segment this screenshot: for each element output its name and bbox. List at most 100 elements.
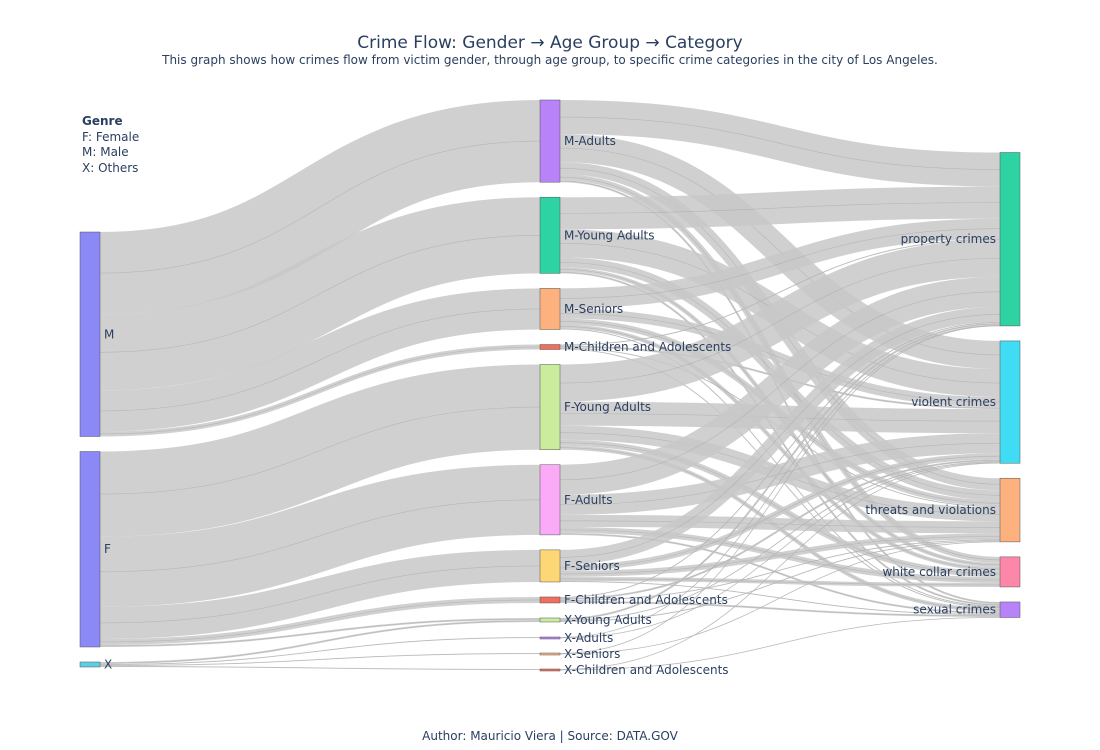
sankey-link-edge-44 [559,536,1001,575]
legend-item-male: M: Male [82,145,129,159]
sankey-node-label-f-young-adults: F-Young Adults [564,400,651,414]
sankey-link-24[interactable] [559,308,1001,408]
sankey-node-label-x: X [104,657,112,671]
sankey-link-48[interactable] [559,459,1001,600]
sankey-link-edge-50 [559,601,1001,617]
sankey-link-53[interactable] [559,540,1001,622]
sankey-link-13[interactable] [559,99,1001,187]
sankey-link-1[interactable] [99,197,541,391]
sankey-link-edge-38 [559,442,1001,506]
sankey-node-threats-and-violations[interactable] [999,477,1021,543]
sankey-link-6[interactable] [99,549,541,639]
chart-title: Crime Flow: Gender → Age Group → Categor… [357,33,743,53]
sankey-link-44[interactable] [559,533,1001,577]
sankey-node-white-collar-crimes[interactable] [999,556,1021,588]
sankey-link-edge-24 [559,313,1001,403]
sankey-link-50[interactable] [559,600,1001,617]
sankey-link-32[interactable] [559,239,1001,402]
sankey-link-38[interactable] [559,433,1001,515]
sankey-link-35[interactable] [559,439,1001,577]
sankey-node-x-seniors[interactable] [539,652,561,656]
sankey-node-m-children-and-adolescents[interactable] [539,344,561,350]
sankey-node-label-violent-crimes: violent crimes [911,395,996,409]
sankey-node-m-adults[interactable] [539,99,561,183]
sankey-link-9[interactable] [99,619,541,664]
sankey-node-m-seniors[interactable] [539,288,561,330]
sankey-node-f-seniors[interactable] [539,549,561,583]
sankey-link-42[interactable] [559,306,1001,565]
sankey-link-edge-3 [99,346,541,435]
sankey-node-x-children-and-adolescents[interactable] [539,668,561,672]
sankey-link-26[interactable] [559,324,1001,571]
sankey-link-edge-57 [559,541,1001,655]
sankey-link-52[interactable] [559,461,1001,621]
sankey-link-edge-52 [559,461,1001,621]
nodes-layer [79,99,1021,672]
sankey-link-47[interactable] [559,321,1001,598]
sankey-node-f-young-adults[interactable] [539,364,561,450]
sankey-link-5[interactable] [99,464,541,607]
sankey-link-58[interactable] [559,462,1001,670]
sankey-link-43[interactable] [559,453,1001,571]
sankey-node-label-m-seniors: M-Seniors [564,302,623,316]
sankey-link-59[interactable] [559,616,1001,671]
sankey-node-violent-crimes[interactable] [999,340,1021,464]
sankey-link-49[interactable] [559,539,1001,601]
sankey-node-label-x-adults: X-Adults [564,631,613,645]
sankey-node-x-young-adults[interactable] [539,617,561,623]
legend-item-female: F: Female [82,129,140,144]
sankey-link-57[interactable] [559,541,1001,655]
sankey-link-edge-13 [559,116,1001,170]
labels-layer: M F X M-Adults M-Young Adults M-Seniors M-Chil… [104,134,996,677]
sankey-link-edge-37 [559,291,1001,481]
sankey-link-54[interactable] [559,324,1001,638]
sankey-link-edge-53 [559,540,1001,622]
sankey-node-m[interactable] [79,231,101,437]
sankey-link-11[interactable] [99,652,541,666]
sankey-link-23[interactable] [559,218,1001,309]
sankey-link-edge-9 [99,620,541,664]
sankey-link-3[interactable] [99,344,541,437]
sankey-link-45[interactable] [559,576,1001,587]
sankey-link-7[interactable] [99,596,541,645]
sankey-link-12[interactable] [99,665,541,671]
sankey-link-edge-1 [99,234,541,353]
sankey-link-28[interactable] [559,238,1001,346]
sankey-node-f[interactable] [79,451,101,648]
sankey-link-edge-8 [99,618,541,647]
sankey-link-51[interactable] [559,322,1001,620]
sankey-node-label-f-children-and-adolescents: F-Children and Adolescents [564,593,728,607]
sankey-link-edge-6 [99,565,541,624]
sankey-link-10[interactable] [99,636,541,665]
sankey-link-33[interactable] [559,401,1001,434]
sankey-link-edge-0 [99,140,541,274]
sankey-link-edge-10 [99,637,541,665]
sankey-link-4[interactable] [99,364,541,537]
sankey-node-label-f-adults: F-Adults [564,493,612,507]
sankey-node-f-adults[interactable] [539,464,561,536]
sankey-node-x-adults[interactable] [539,636,561,640]
sankey-node-m-young-adults[interactable] [539,196,561,274]
sankey-link-edge-51 [559,323,1001,620]
sankey-link-18[interactable] [559,186,1001,230]
sankey-link-8[interactable] [99,617,541,647]
sankey-link-55[interactable] [559,462,1001,639]
sankey-link-0[interactable] [99,99,541,315]
sankey-link-edge-35 [559,442,1001,575]
sankey-node-x[interactable] [79,661,101,668]
sankey-node-sexual-crimes[interactable] [999,601,1021,618]
sankey-link-edge-49 [559,539,1001,601]
sankey-link-edge-59 [559,617,1001,671]
sankey-link-56[interactable] [559,325,1001,654]
sankey-link-edge-56 [559,325,1001,654]
sankey-link-37[interactable] [559,276,1001,495]
sankey-link-39[interactable] [559,514,1001,534]
sankey-node-label-x-seniors: X-Seniors [564,647,620,661]
sankey-link-2[interactable] [99,288,541,432]
sankey-node-f-children-and-adolescents[interactable] [539,596,561,604]
sankey-link-edge-28 [559,238,1001,346]
chart-footer: Author: Mauricio Viera | Source: DATA.GO… [422,729,678,743]
sankey-node-property-crimes[interactable] [999,152,1021,327]
sankey-node-label-m-adults: M-Adults [564,134,616,148]
